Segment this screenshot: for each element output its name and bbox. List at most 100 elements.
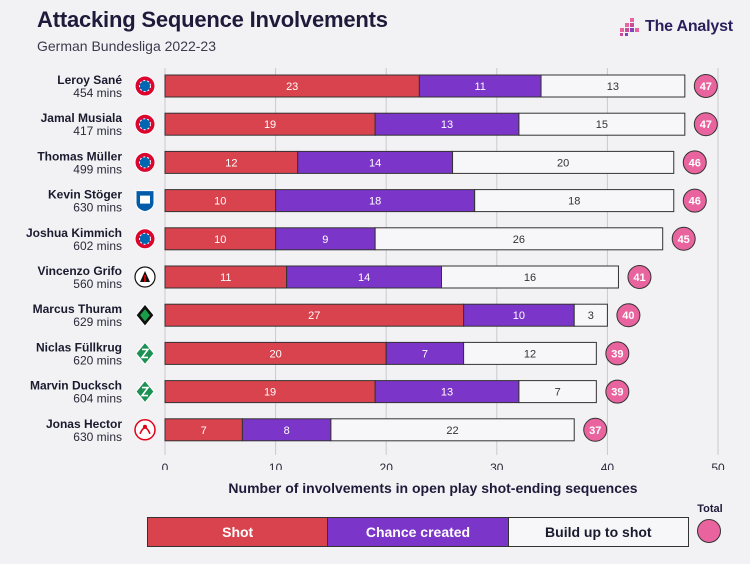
x-tick-label: 40	[601, 461, 615, 470]
badge-center	[139, 80, 151, 92]
bar-value-label: 26	[513, 234, 525, 246]
player-name: Marcus Thuram	[33, 302, 122, 316]
bar-value-label: 3	[588, 310, 594, 322]
badge-pattern	[139, 156, 151, 169]
bochum-badge-icon	[135, 190, 155, 213]
bar-value-label: 16	[524, 272, 536, 284]
bar-value-label: 11	[474, 81, 485, 93]
badge-center	[139, 156, 151, 168]
x-tick-label: 0	[162, 461, 169, 470]
badge-center	[139, 118, 151, 130]
bar-segment-build-up-to-shot	[540, 74, 686, 98]
player-minutes: 630 mins	[73, 201, 122, 215]
bar-segment-build-up-to-shot	[463, 341, 597, 365]
badge-dot	[143, 424, 147, 429]
bar-value-label: 7	[422, 348, 428, 360]
bar-value-label: 13	[441, 119, 453, 131]
bayern-badge-icon	[134, 151, 156, 173]
bar-value-label: 13	[441, 387, 453, 399]
total-marker	[682, 150, 707, 175]
total-value-label: 37	[589, 425, 601, 437]
x-tick-label: 20	[380, 461, 394, 470]
total-value-label: 45	[678, 234, 690, 246]
total-marker	[693, 112, 718, 137]
total-marker	[682, 188, 707, 213]
legend-shot: Shot	[148, 518, 329, 546]
player-name: Kevin Stöger	[48, 188, 122, 202]
bayern-badge-icon	[134, 228, 156, 250]
total-marker	[627, 265, 652, 289]
badge-w	[140, 348, 150, 359]
legend-build-up: Build up to shot	[508, 518, 688, 546]
total-value-label: 46	[689, 157, 701, 169]
total-marker	[693, 74, 718, 98]
bar-value-label: 14	[358, 272, 370, 284]
bremen-badge-icon	[135, 341, 155, 366]
player-name: Jamal Musiala	[41, 111, 123, 125]
total-marker	[583, 417, 608, 442]
badge-inner	[140, 309, 150, 322]
x-tick-label: 10	[269, 461, 283, 470]
bar-value-label: 9	[322, 234, 328, 246]
bar-value-label: 7	[201, 425, 207, 437]
player-minutes: 417 mins	[73, 124, 122, 138]
total-value-label: 39	[611, 348, 623, 360]
bar-value-label: 20	[557, 157, 569, 169]
bar-value-label: 19	[264, 119, 276, 131]
total-value-label: 47	[700, 119, 712, 131]
badge-ring	[134, 419, 156, 441]
player-name: Niclas Füllkrug	[36, 340, 122, 354]
bar-segment-build-up-to-shot	[452, 150, 675, 174]
player-minutes: 604 mins	[73, 392, 122, 406]
legend-chance-created: Chance created	[328, 518, 509, 546]
bar-value-label: 20	[269, 348, 281, 360]
bar-segment-build-up-to-shot	[518, 380, 597, 404]
badge-pattern	[139, 232, 151, 245]
total-marker	[605, 341, 630, 366]
bayern-badge-icon	[134, 113, 156, 135]
player-name: Marvin Ducksch	[30, 379, 122, 393]
total-marker	[605, 379, 630, 404]
analyst-logo-icon	[620, 18, 639, 36]
x-axis-label: Number of involvements in open play shot…	[228, 480, 638, 496]
badge-detail	[144, 275, 146, 282]
player-name: Jonas Hector	[46, 417, 122, 431]
koln-badge-icon	[134, 419, 156, 441]
badge-pattern	[139, 80, 151, 92]
player-name: Thomas Müller	[37, 149, 122, 163]
bar-segment-build-up-to-shot	[573, 303, 608, 327]
total-value-label: 39	[611, 387, 623, 399]
bar-segment-build-up-to-shot	[441, 265, 619, 289]
bar-value-label: 10	[214, 196, 226, 208]
bar-value-label: 10	[214, 234, 226, 246]
total-marker	[616, 303, 641, 328]
bayern-badge-icon	[134, 75, 156, 97]
bar-segment-build-up-to-shot	[330, 418, 575, 442]
bar-value-label: 18	[369, 196, 381, 208]
total-value-label: 47	[700, 81, 712, 93]
chart-subtitle: German Bundesliga 2022-23	[37, 38, 217, 54]
bar-value-label: 15	[596, 119, 608, 131]
freiburg-badge-icon	[134, 266, 156, 288]
bar-value-label: 11	[220, 272, 231, 284]
bar-value-label: 13	[607, 81, 619, 93]
player-minutes: 560 mins	[73, 277, 122, 291]
bar-value-label: 18	[568, 196, 580, 208]
total-value-label: 40	[622, 310, 634, 322]
bar-value-label: 23	[286, 81, 298, 93]
bar-value-label: 12	[225, 157, 237, 169]
total-value-label: 46	[689, 196, 701, 208]
bar-value-label: 19	[264, 387, 276, 399]
player-minutes: 602 mins	[73, 239, 122, 253]
badge-center	[139, 233, 151, 245]
total-value-label: 41	[633, 272, 645, 284]
